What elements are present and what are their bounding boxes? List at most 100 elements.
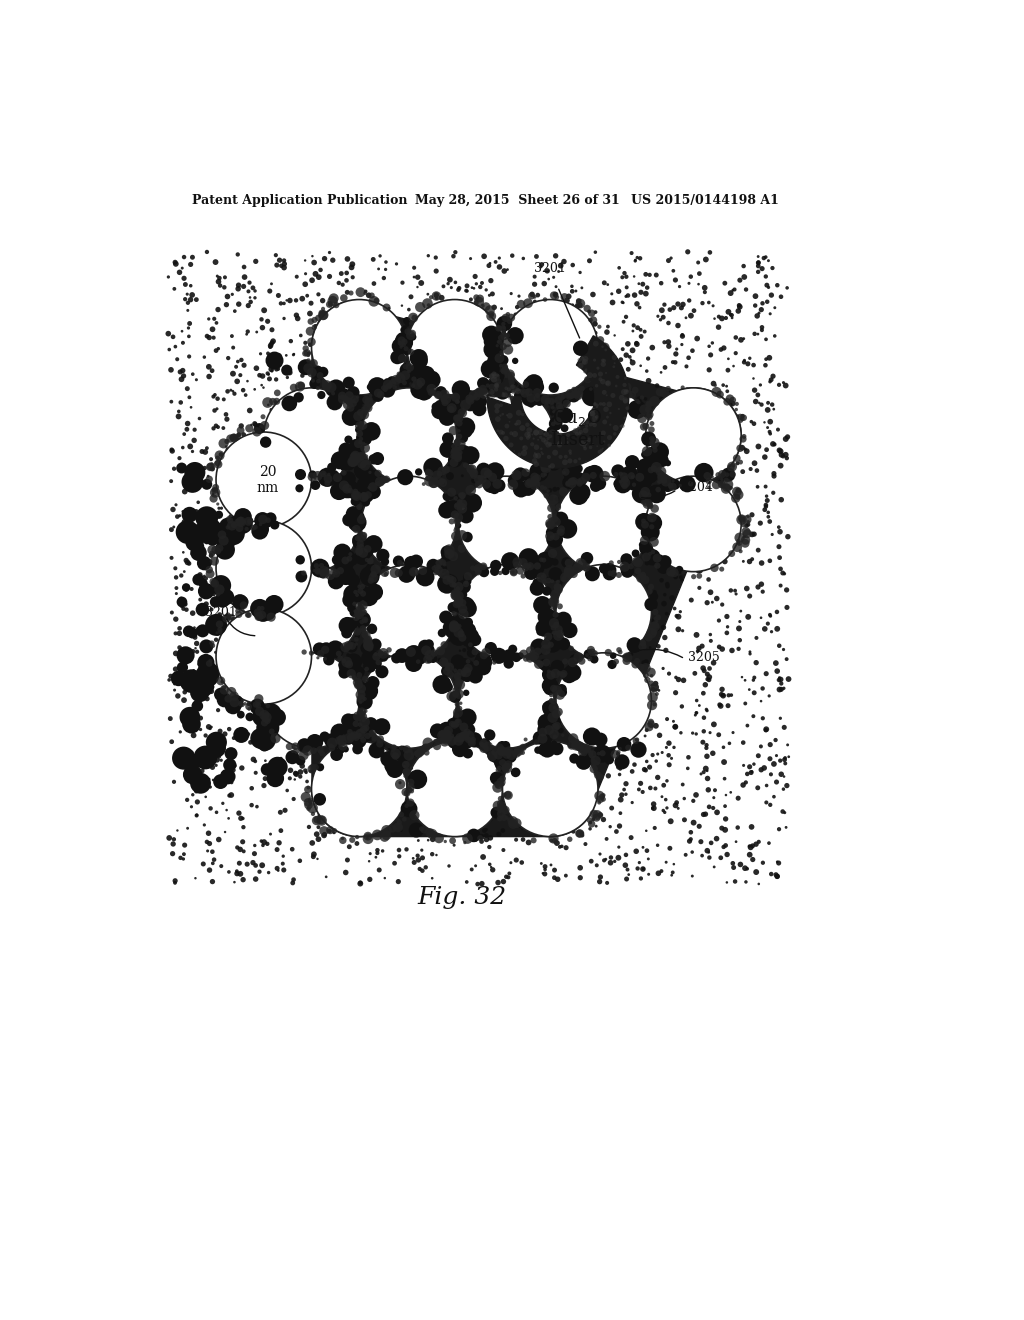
Point	[343, 257, 359, 279]
Circle shape	[574, 465, 583, 473]
Point	[558, 837, 574, 858]
Circle shape	[503, 345, 513, 355]
Circle shape	[455, 503, 459, 508]
Point	[445, 834, 462, 855]
Point	[227, 516, 244, 537]
Point	[740, 606, 757, 627]
Circle shape	[611, 465, 625, 478]
Circle shape	[482, 389, 487, 395]
Point	[574, 561, 591, 582]
Circle shape	[584, 376, 592, 383]
Circle shape	[477, 836, 483, 841]
Circle shape	[354, 549, 370, 565]
Circle shape	[534, 429, 540, 436]
Point	[660, 558, 677, 579]
Circle shape	[516, 409, 522, 416]
Circle shape	[599, 471, 610, 482]
Circle shape	[409, 822, 424, 838]
Circle shape	[496, 345, 499, 347]
Point	[748, 652, 764, 673]
Point	[701, 722, 718, 743]
Point	[297, 333, 313, 354]
Point	[193, 465, 209, 486]
Point	[346, 432, 362, 453]
Point	[428, 288, 444, 309]
Point	[325, 306, 341, 327]
Point	[758, 348, 774, 370]
Circle shape	[563, 568, 572, 576]
Point	[561, 631, 578, 652]
Circle shape	[357, 543, 374, 558]
Point	[758, 792, 774, 813]
Circle shape	[602, 420, 607, 425]
Circle shape	[729, 397, 736, 404]
Circle shape	[622, 389, 628, 395]
Circle shape	[557, 405, 561, 411]
Circle shape	[347, 729, 353, 735]
Point	[592, 871, 608, 892]
Circle shape	[499, 801, 506, 809]
Circle shape	[440, 399, 456, 413]
Point	[656, 627, 673, 648]
Circle shape	[517, 652, 524, 660]
Point	[556, 425, 572, 446]
Circle shape	[548, 495, 559, 506]
Point	[375, 735, 391, 756]
Point	[655, 657, 672, 678]
Point	[463, 734, 479, 755]
Circle shape	[216, 609, 311, 704]
Point	[356, 506, 373, 527]
Point	[540, 709, 556, 730]
Circle shape	[514, 746, 523, 756]
Circle shape	[545, 519, 554, 528]
Circle shape	[306, 807, 310, 810]
Point	[343, 702, 359, 723]
Circle shape	[182, 583, 190, 591]
Circle shape	[542, 579, 547, 585]
Circle shape	[621, 389, 627, 395]
Point	[270, 861, 287, 882]
Circle shape	[548, 442, 552, 446]
Point	[664, 865, 680, 886]
Point	[561, 631, 578, 652]
Point	[275, 308, 292, 329]
Circle shape	[495, 780, 503, 789]
Point	[695, 474, 712, 495]
Circle shape	[425, 470, 433, 478]
Point	[256, 832, 272, 853]
Circle shape	[437, 466, 446, 475]
Circle shape	[348, 513, 367, 532]
Point	[299, 771, 315, 792]
Point	[179, 552, 196, 573]
Circle shape	[342, 408, 360, 426]
Circle shape	[399, 343, 403, 347]
Point	[746, 323, 763, 345]
Point	[741, 586, 758, 607]
Circle shape	[618, 479, 623, 483]
Circle shape	[540, 484, 545, 490]
Circle shape	[554, 585, 563, 594]
Circle shape	[561, 458, 577, 474]
Circle shape	[216, 676, 225, 685]
Point	[701, 847, 718, 869]
Point	[618, 277, 635, 298]
Point	[759, 292, 775, 313]
Circle shape	[540, 445, 558, 463]
Point	[656, 331, 673, 352]
Circle shape	[582, 473, 591, 482]
Circle shape	[339, 449, 357, 467]
Circle shape	[530, 653, 537, 660]
Circle shape	[651, 462, 662, 473]
Circle shape	[455, 597, 463, 606]
Point	[544, 403, 560, 424]
Point	[549, 634, 565, 655]
Circle shape	[338, 660, 347, 669]
Circle shape	[572, 388, 584, 399]
Circle shape	[454, 503, 462, 510]
Point	[725, 355, 741, 376]
Point	[553, 673, 569, 694]
Point	[357, 656, 374, 677]
Point	[176, 689, 193, 710]
Point	[598, 849, 614, 870]
Circle shape	[547, 504, 556, 512]
